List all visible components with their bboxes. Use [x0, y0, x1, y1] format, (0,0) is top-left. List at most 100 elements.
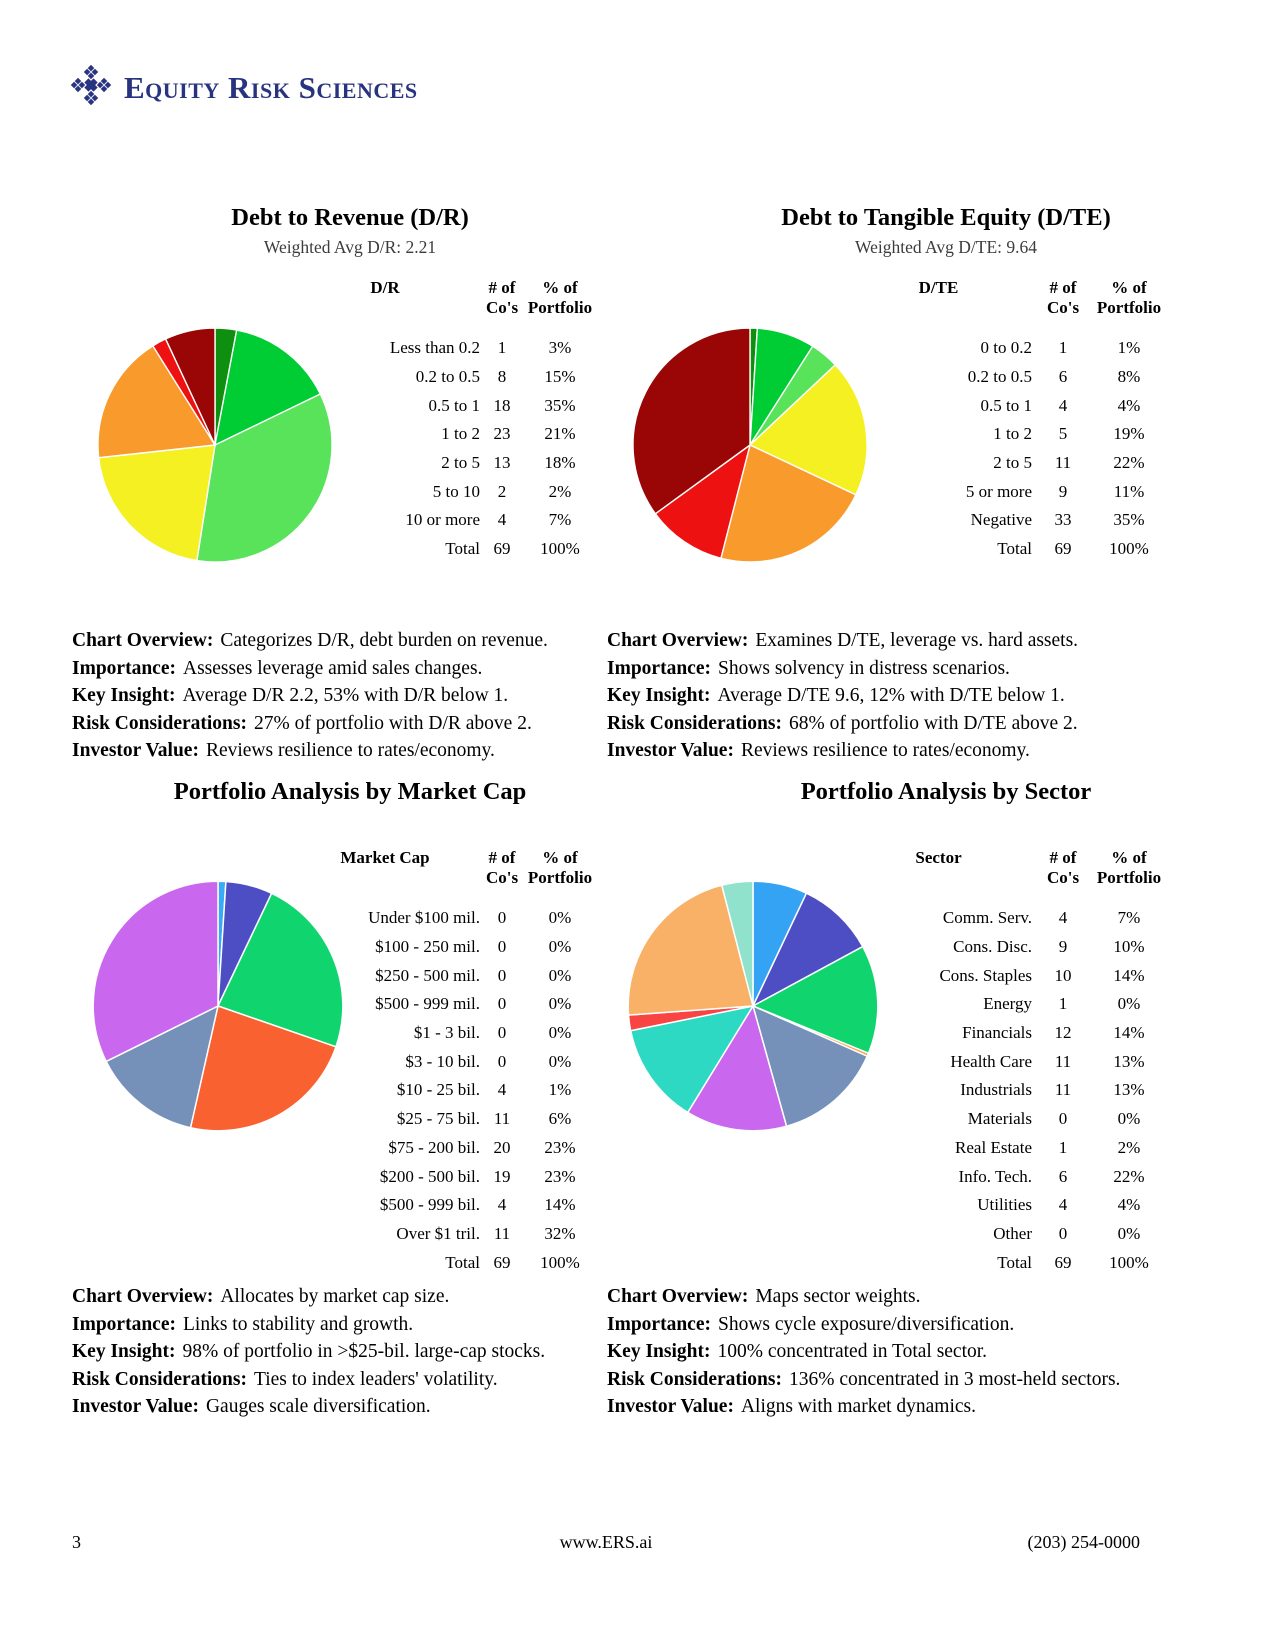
row-percent: 100%	[540, 1252, 580, 1272]
description-text: Reviews resilience to rates/economy.	[740, 740, 1030, 761]
row-percent: 0%	[1117, 1109, 1141, 1129]
table-rows: Under $100 mil. 0 0% $100 - 250 mil. 0 0% $250…	[290, 904, 596, 1277]
row-label: Energy	[983, 994, 1032, 1014]
row-percent: 23%	[544, 1166, 576, 1186]
row-percent: 4%	[1117, 395, 1141, 415]
description-label: Investor Value:	[607, 740, 734, 761]
table-row: Less than 0.2 1 3%	[290, 334, 596, 363]
description-text: 27% of portfolio with D/R above 2.	[254, 712, 532, 734]
row-count: 11	[1054, 1051, 1072, 1071]
row-percent: 35%	[1113, 510, 1145, 530]
description-label: Risk Considerations:	[72, 1368, 247, 1390]
table-row: Under $100 mil. 0 0%	[290, 904, 596, 933]
description-line: Importance: Shows solvency in distress sc…	[607, 655, 1169, 683]
chart-title: Debt to Tangible Equity (D/TE)	[781, 204, 1111, 231]
pie-chart-sector	[625, 878, 881, 1134]
table-row: 5 or more 9 11%	[845, 477, 1164, 506]
row-count: 69	[493, 1252, 511, 1272]
row-count: 23	[493, 424, 511, 444]
description-line: Risk Considerations: 136% concentrated in…	[607, 1366, 1169, 1394]
data-table: D/TE # of Co's % of Portfolio 0 to 0.2 1 1% 0…	[845, 278, 1164, 564]
description-text: Links to stability and growth.	[182, 1313, 414, 1335]
description-line: Chart Overview: Examines D/TE, leverage v…	[607, 627, 1169, 655]
description-line: Risk Considerations: 68% of portfolio wit…	[607, 710, 1169, 738]
row-percent: 10%	[1113, 937, 1145, 957]
column-header-category: D/TE	[918, 278, 959, 297]
row-label: $75 - 200 bil.	[388, 1137, 480, 1157]
pie-chart-market-cap	[90, 878, 346, 1134]
row-label: $3 - 10 bil.	[405, 1051, 480, 1071]
pie-slice	[196, 393, 333, 563]
row-percent: 2%	[1117, 1137, 1141, 1157]
row-count: 13	[493, 453, 511, 473]
row-percent: 3%	[548, 338, 572, 358]
pie-slice	[164, 327, 216, 446]
row-percent: 0%	[548, 937, 572, 957]
chart-title: Portfolio Analysis by Market Cap	[173, 778, 527, 805]
table-row: $75 - 200 bil. 20 23%	[290, 1134, 596, 1163]
column-header-category: Market Cap	[340, 848, 430, 867]
table-row: Total 69 100%	[290, 1248, 596, 1277]
description-text: Categorizes D/R, debt burden on revenue.	[220, 630, 548, 651]
row-percent: 22%	[1113, 453, 1145, 473]
table-row: 1 to 2 5 19%	[845, 420, 1164, 449]
row-percent: 0%	[548, 994, 572, 1014]
table-header: Sector # of Co's % of Portfolio	[845, 848, 1164, 888]
row-count: 19	[493, 1166, 511, 1186]
row-label: $1 - 3 bil.	[413, 1023, 480, 1043]
row-count: 0	[497, 1051, 507, 1071]
row-percent: 35%	[544, 395, 576, 415]
row-percent: 32%	[544, 1223, 576, 1243]
description-label: Importance:	[607, 1313, 711, 1335]
row-label: 10 or more	[405, 510, 480, 530]
row-count: 4	[497, 510, 507, 530]
row-count: 0	[497, 994, 507, 1014]
row-percent: 11%	[1113, 481, 1145, 501]
descriptions: Chart Overview: Allocates by market cap s…	[72, 1283, 599, 1421]
row-count: 2	[497, 481, 507, 501]
pie-slice	[751, 945, 879, 1055]
description-line: Investor Value: Aligns with market dynami…	[607, 1393, 1169, 1421]
table-row: Total 69 100%	[290, 535, 596, 564]
row-label: Real Estate	[955, 1137, 1032, 1157]
brand-logo: Equity Risk Sciences	[68, 62, 418, 113]
row-label: Total	[997, 539, 1032, 559]
row-count: 0	[497, 937, 507, 957]
description-label: Key Insight:	[72, 1341, 176, 1362]
pie-slice	[189, 1005, 337, 1132]
table-rows: Less than 0.2 1 3% 0.2 to 0.5 8 15% 0.5 to 1 18…	[290, 334, 596, 564]
table-row: Energy 1 0%	[845, 990, 1164, 1019]
row-label: Total	[997, 1252, 1032, 1272]
row-count: 6	[1058, 367, 1068, 387]
descriptions: Chart Overview: Categorizes D/R, debt bur…	[72, 627, 599, 765]
description-text: 136% concentrated in 3 most-held sectors…	[789, 1368, 1121, 1390]
section-market-cap: Portfolio Analysis by Market Cap Market …	[60, 770, 605, 1430]
table-row: Negative 33 35%	[845, 506, 1164, 535]
description-line: Investor Value: Reviews resilience to rat…	[607, 737, 1169, 765]
row-label: $250 - 500 mil.	[375, 965, 480, 985]
row-percent: 23%	[544, 1137, 576, 1157]
row-percent: 13%	[1113, 1051, 1145, 1071]
row-count: 12	[1054, 1023, 1072, 1043]
row-percent: 0%	[548, 1023, 572, 1043]
table-row: 5 to 10 2 2%	[290, 477, 596, 506]
row-label: Cons. Disc.	[953, 937, 1032, 957]
row-count: 0	[497, 965, 507, 985]
row-percent: 0%	[1117, 1223, 1141, 1243]
table-row: Financials 12 14%	[845, 1019, 1164, 1048]
row-count: 9	[1058, 937, 1068, 957]
row-count: 4	[1058, 1195, 1068, 1215]
row-count: 4	[1058, 908, 1068, 928]
pie-slice	[627, 884, 754, 1016]
section-debt-to-tangible-equity: Debt to Tangible Equity (D/TE) Weighted …	[595, 200, 1175, 770]
table-row: Health Care 11 13%	[845, 1047, 1164, 1076]
row-percent: 8%	[1117, 367, 1141, 387]
description-label: Chart Overview:	[607, 630, 749, 651]
section-debt-to-revenue: Debt to Revenue (D/R) Weighted Avg D/R: …	[60, 200, 605, 770]
table-row: $100 - 250 mil. 0 0%	[290, 933, 596, 962]
pie-slice	[654, 443, 752, 560]
knot-logo-icon	[68, 62, 114, 113]
pie-chart-debt-to-tangible-equity	[630, 325, 870, 565]
row-count: 5	[1058, 424, 1068, 444]
description-label: Risk Considerations:	[607, 1368, 782, 1390]
